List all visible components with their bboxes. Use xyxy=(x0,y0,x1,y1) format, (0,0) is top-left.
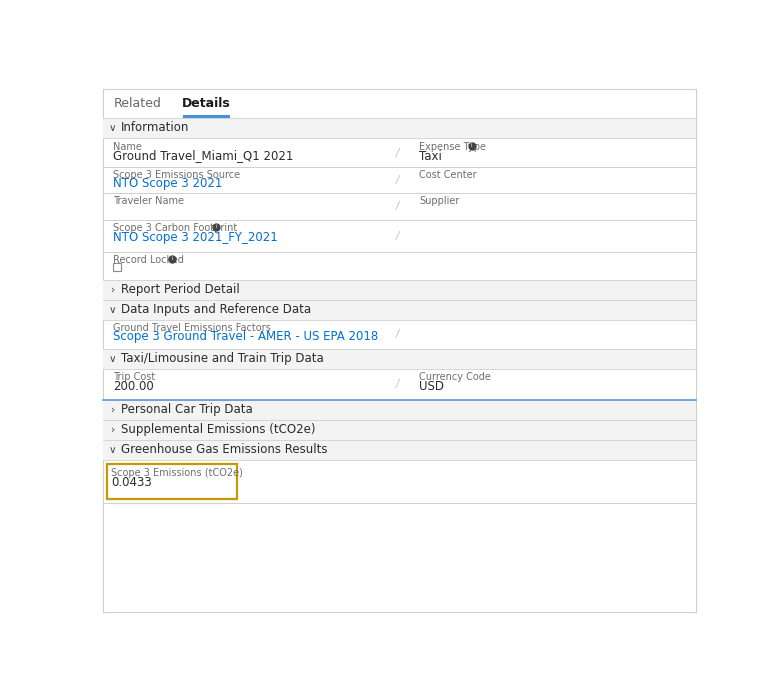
Text: ∨: ∨ xyxy=(109,123,117,133)
Text: Personal Car Trip Data: Personal Car Trip Data xyxy=(121,403,252,416)
Text: /: / xyxy=(396,176,399,185)
Text: NTO Scope 3 2021: NTO Scope 3 2021 xyxy=(113,177,222,190)
Text: i: i xyxy=(171,256,172,262)
Text: Traveler Name: Traveler Name xyxy=(113,196,184,207)
Text: Expense Type: Expense Type xyxy=(419,142,486,152)
Text: Cost Center: Cost Center xyxy=(419,170,477,180)
Text: Supplemental Emissions (tCO2e): Supplemental Emissions (tCO2e) xyxy=(121,423,315,437)
Text: Currency Code: Currency Code xyxy=(419,372,491,382)
Text: ›: › xyxy=(111,425,115,434)
Bar xyxy=(113,264,121,271)
Text: /: / xyxy=(396,380,399,389)
Text: ›: › xyxy=(111,285,115,295)
Text: ∨: ∨ xyxy=(109,445,117,455)
Bar xyxy=(103,118,696,138)
Text: i: i xyxy=(471,143,472,148)
Text: /: / xyxy=(396,230,399,241)
Bar xyxy=(103,300,696,320)
Bar xyxy=(107,464,237,499)
Text: Ground Travel Emissions Factors: Ground Travel Emissions Factors xyxy=(113,323,270,332)
Text: Scope 3 Emissions (tCO2e): Scope 3 Emissions (tCO2e) xyxy=(111,468,243,477)
Bar xyxy=(103,280,696,300)
Text: USD: USD xyxy=(419,380,444,393)
Text: Scope 3 Emissions Source: Scope 3 Emissions Source xyxy=(113,170,240,180)
Bar xyxy=(103,420,696,440)
Text: ∨: ∨ xyxy=(109,305,117,314)
Text: /: / xyxy=(396,148,399,158)
Text: Record Locked: Record Locked xyxy=(113,255,184,265)
Text: Scope 3 Carbon Footprint: Scope 3 Carbon Footprint xyxy=(113,223,237,232)
Text: Greenhouse Gas Emissions Results: Greenhouse Gas Emissions Results xyxy=(121,443,327,456)
Bar xyxy=(103,349,696,369)
Text: Trip Cost: Trip Cost xyxy=(113,372,155,382)
Text: ∨: ∨ xyxy=(109,354,117,364)
Text: Related: Related xyxy=(114,96,161,110)
Text: Report Period Detail: Report Period Detail xyxy=(121,283,239,296)
Text: Supplier: Supplier xyxy=(419,196,460,207)
Text: /: / xyxy=(396,329,399,339)
Text: Taxi/Limousine and Train Trip Data: Taxi/Limousine and Train Trip Data xyxy=(121,353,323,366)
Text: Data Inputs and Reference Data: Data Inputs and Reference Data xyxy=(121,303,311,316)
Text: 200.00: 200.00 xyxy=(113,380,153,393)
Bar xyxy=(103,400,696,420)
Bar xyxy=(103,440,696,460)
Text: /: / xyxy=(396,201,399,212)
Text: 0.0433: 0.0433 xyxy=(111,476,152,489)
Text: Details: Details xyxy=(182,96,231,110)
Text: i: i xyxy=(215,224,217,229)
Text: Scope 3 Ground Travel - AMER - US EPA 2018: Scope 3 Ground Travel - AMER - US EPA 20… xyxy=(113,330,378,344)
Text: Ground Travel_Miami_Q1 2021: Ground Travel_Miami_Q1 2021 xyxy=(113,149,293,162)
Text: Information: Information xyxy=(121,121,189,135)
Text: ›: › xyxy=(111,405,115,415)
Text: Name: Name xyxy=(113,142,142,152)
Text: NTO Scope 3 2021_FY_2021: NTO Scope 3 2021_FY_2021 xyxy=(113,231,277,244)
Text: Taxi: Taxi xyxy=(419,149,442,162)
